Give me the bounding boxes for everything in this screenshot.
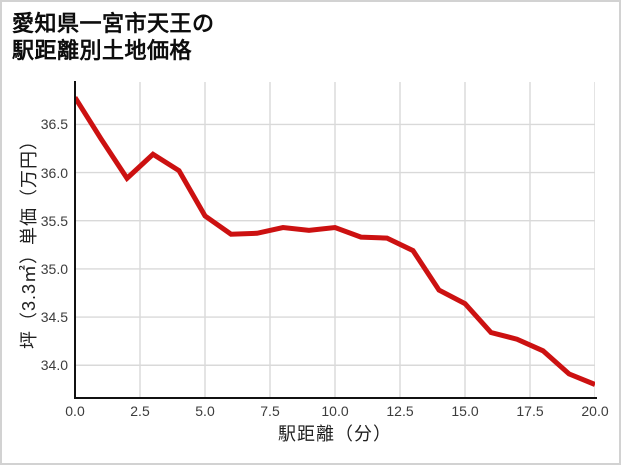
chart-title-line-2: 駅距離別土地価格 <box>12 38 193 63</box>
x-axis-title: 駅距離（分） <box>278 424 392 444</box>
x-tick-label: 0.0 <box>65 403 85 419</box>
y-tick-label: 35.0 <box>40 260 68 277</box>
y-tick-label: 35.5 <box>40 212 68 229</box>
price-line-series <box>75 96 595 387</box>
y-tick-label: 36.0 <box>40 164 68 181</box>
x-tick-label: 5.0 <box>195 403 215 419</box>
y-tick-label: 34.5 <box>40 309 68 326</box>
x-tick-label: 12.5 <box>386 403 414 419</box>
y-tick-label: 36.5 <box>40 116 68 133</box>
x-tick-label: 7.5 <box>260 403 280 419</box>
x-tick-label: 17.5 <box>516 403 544 419</box>
chart-title-line-1: 愛知県一宮市天王の <box>12 11 215 36</box>
x-axis-spine <box>73 396 597 399</box>
y-axis-spine <box>73 81 76 398</box>
x-tick-label: 10.0 <box>321 403 349 419</box>
x-tick-label: 15.0 <box>451 403 479 419</box>
x-tick-label: 2.5 <box>130 403 150 419</box>
y-axis-title: 坪（3.3㎡）単価（万円） <box>19 130 39 350</box>
x-tick-label: 20.0 <box>581 403 609 419</box>
chart-title: 愛知県一宮市天王の 駅距離別土地価格 <box>12 10 215 64</box>
y-tick-label: 34.0 <box>40 357 68 374</box>
plot-area <box>75 82 595 398</box>
